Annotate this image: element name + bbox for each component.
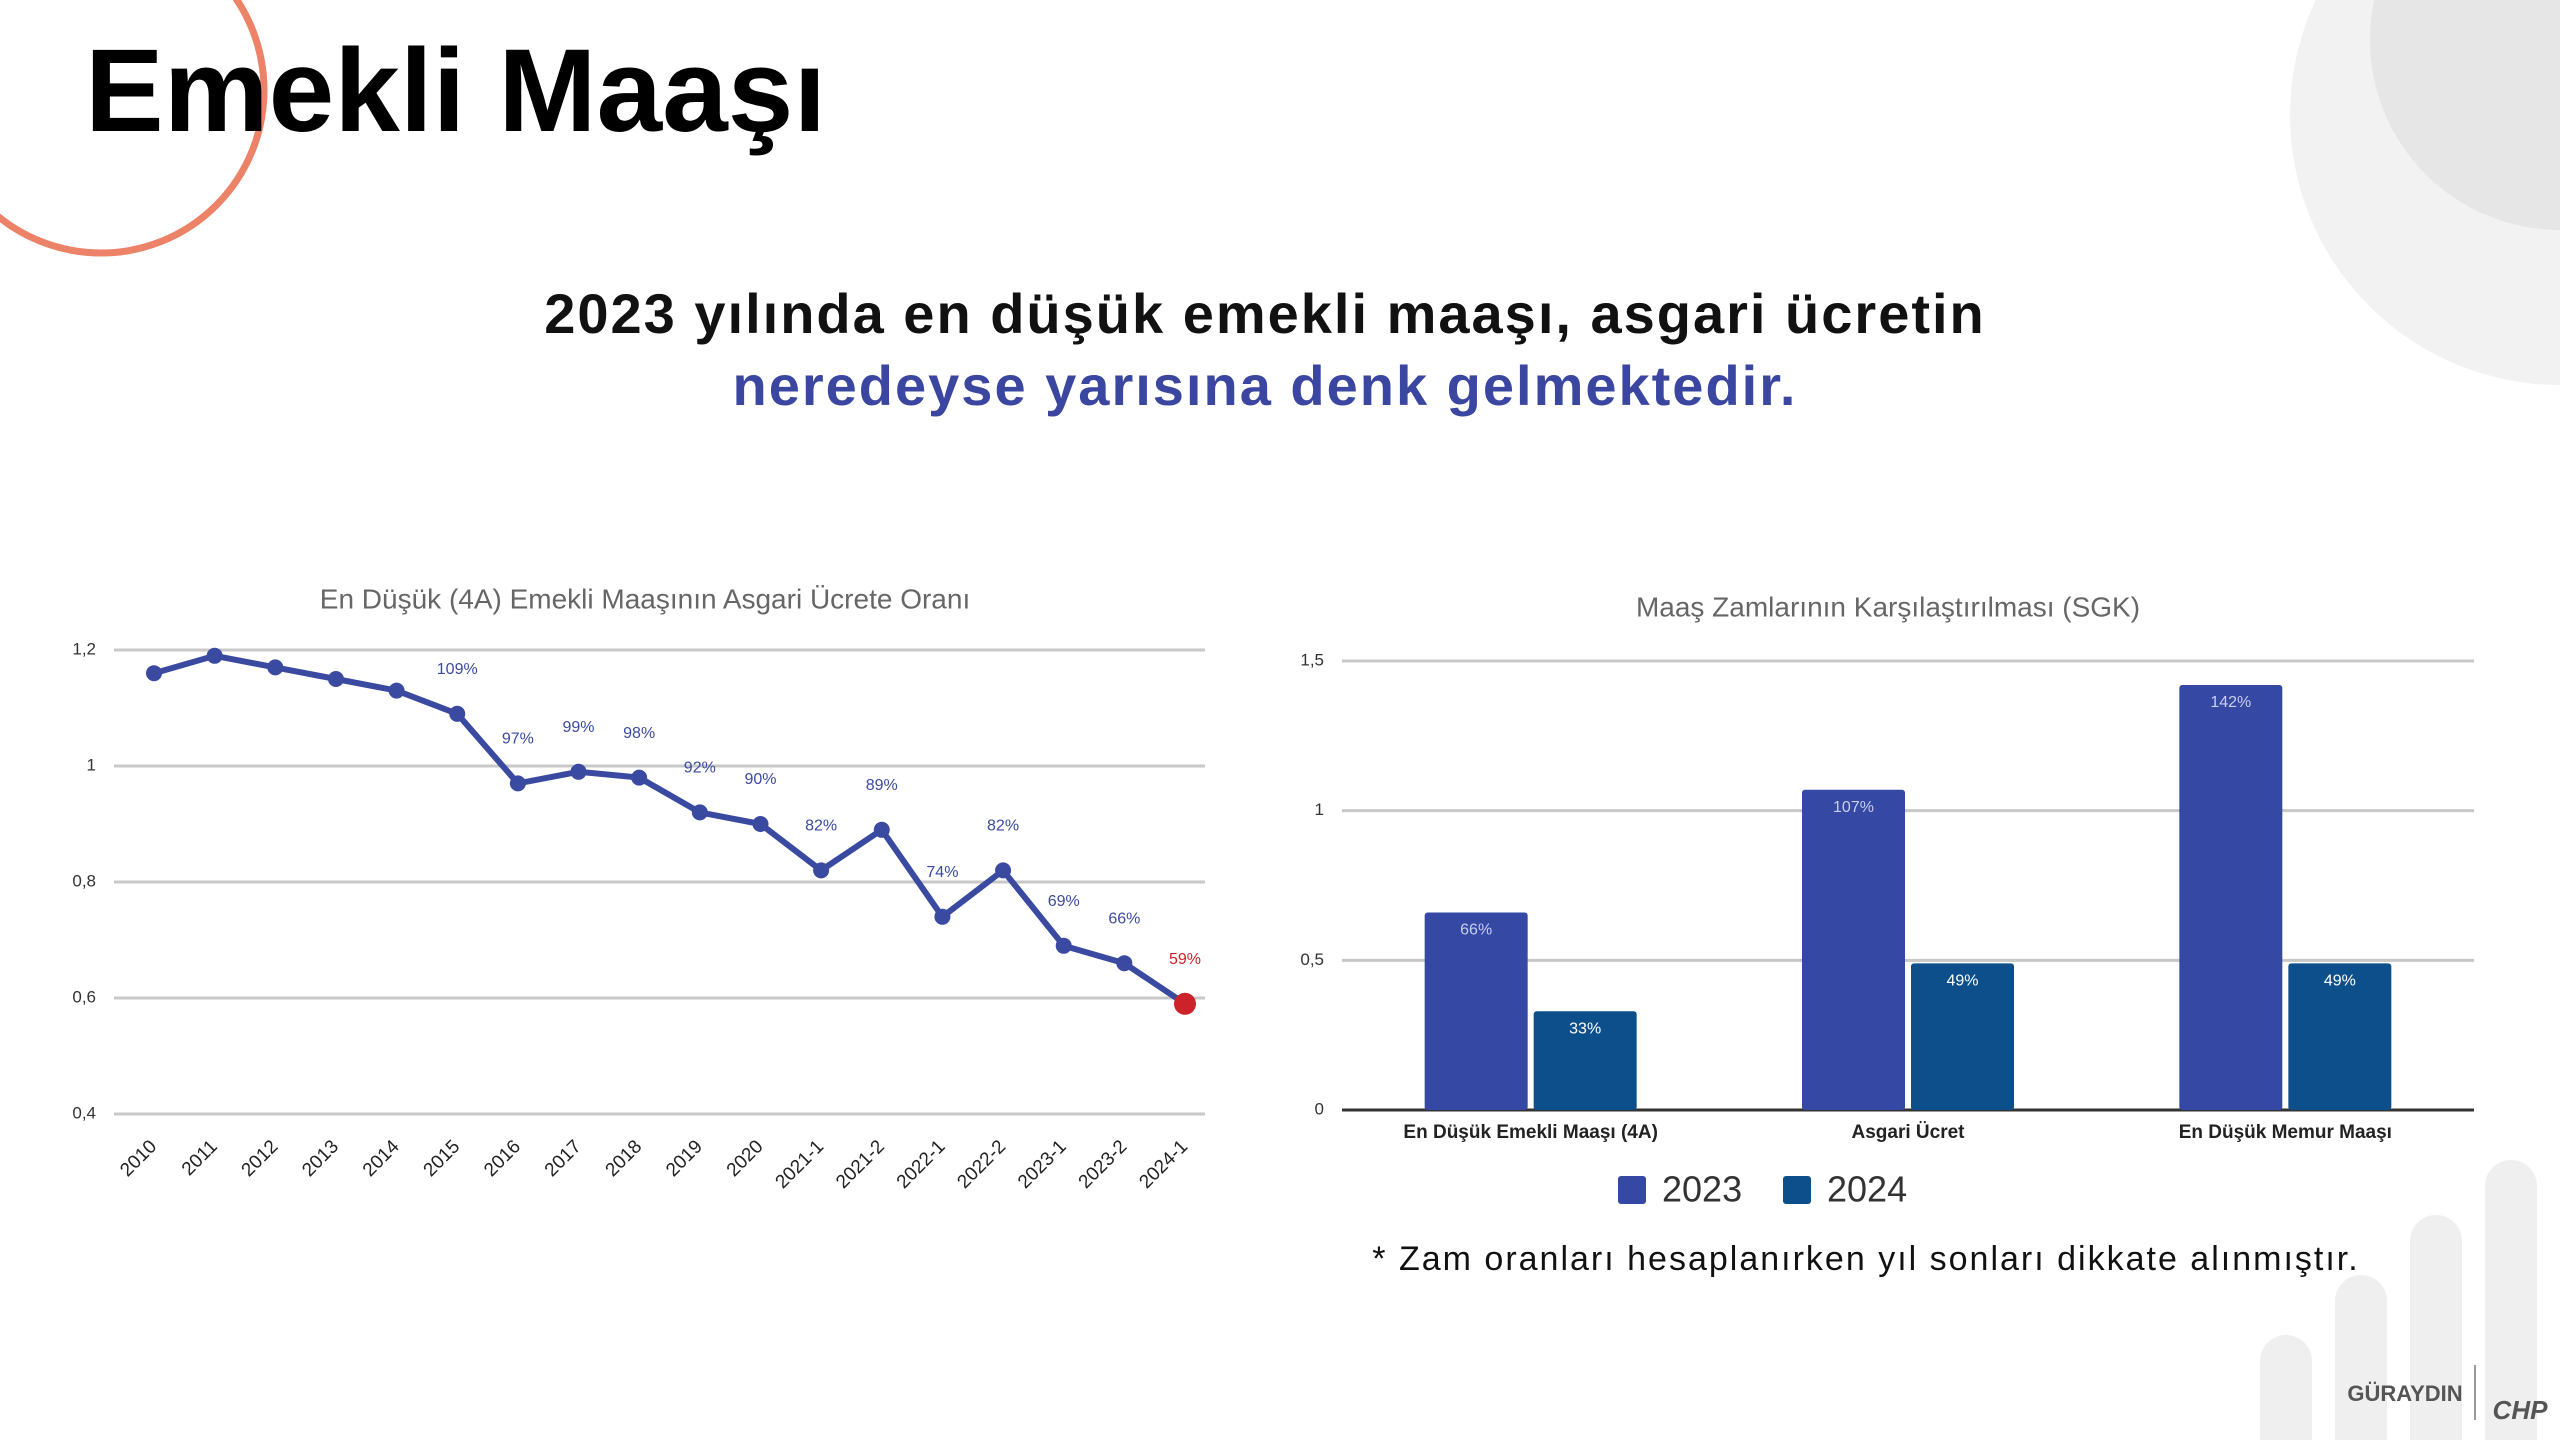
logo-text: CHP xyxy=(2493,1395,2549,1425)
x-tick-label: 2010 xyxy=(116,1136,161,1181)
y-tick-label: 1,2 xyxy=(72,639,96,658)
point xyxy=(206,647,223,664)
bar xyxy=(2179,684,2283,1110)
x-tick-label: 2021-2 xyxy=(832,1136,889,1193)
value-label: 66% xyxy=(1460,922,1492,939)
value-label: 92% xyxy=(684,760,716,777)
value-label: 74% xyxy=(926,864,958,881)
value-label: 66% xyxy=(1108,910,1140,927)
value-label: 69% xyxy=(1048,893,1080,910)
decor-circle xyxy=(2370,0,2560,230)
x-tick-label: 2015 xyxy=(420,1136,465,1181)
point xyxy=(1055,937,1072,954)
x-tick-label: 2024-1 xyxy=(1135,1136,1192,1193)
y-tick-label: 1 xyxy=(1315,800,1324,819)
y-tick-label: 0,8 xyxy=(72,871,96,890)
point xyxy=(449,705,466,722)
x-tick-label: 2020 xyxy=(723,1136,768,1181)
chart-title: Maaş Zamlarının Karşılaştırılması (SGK) xyxy=(1636,591,2140,622)
value-label: 49% xyxy=(2324,973,2356,990)
value-label: 90% xyxy=(744,771,776,788)
y-tick-label: 1 xyxy=(87,755,96,774)
x-tick-label: 2023-1 xyxy=(1014,1136,1071,1193)
point xyxy=(873,821,890,838)
value-label: 82% xyxy=(987,818,1019,835)
point xyxy=(1174,992,1196,1015)
page-title: Emekli Maaşı xyxy=(85,25,826,157)
point xyxy=(995,862,1012,879)
value-label: 142% xyxy=(2210,694,2251,711)
point xyxy=(1116,955,1133,972)
point xyxy=(327,671,344,687)
legend-label: 2024 xyxy=(1827,1169,1907,1210)
x-tick-label: 2017 xyxy=(541,1136,586,1181)
point xyxy=(388,682,405,699)
value-label: 98% xyxy=(623,725,655,742)
footnote: * Zam oranları hesaplanırken yıl sonları… xyxy=(1372,1240,2359,1278)
decor-bars xyxy=(2260,1160,2537,1440)
point xyxy=(570,763,587,780)
y-tick-label: 1,5 xyxy=(1300,650,1324,669)
headline: 2023 yılında en düşük emekli maaşı, asga… xyxy=(544,282,1986,345)
x-tick-label: En Düşük Memur Maaşı xyxy=(2179,1122,2392,1143)
value-label: 89% xyxy=(866,777,898,794)
x-tick-label: 2023-2 xyxy=(1075,1136,1132,1193)
legend-label: 2023 xyxy=(1662,1169,1742,1210)
decor-ring xyxy=(0,0,268,257)
x-tick-label: 2022-2 xyxy=(953,1136,1010,1193)
x-tick-label: 2013 xyxy=(298,1136,343,1181)
x-tick-label: Asgari Ücret xyxy=(1852,1122,1966,1143)
bar xyxy=(1802,789,1905,1110)
x-tick-label: 2016 xyxy=(480,1136,525,1181)
point xyxy=(813,862,830,879)
legend-swatch xyxy=(1618,1176,1646,1204)
y-tick-label: 0 xyxy=(1315,1099,1324,1118)
legend-swatch xyxy=(1783,1176,1811,1204)
logo-text: GÜRAYDIN xyxy=(2347,1381,2462,1406)
value-label: 109% xyxy=(437,661,478,678)
point xyxy=(509,775,526,792)
bar xyxy=(1424,912,1528,1110)
point xyxy=(146,665,162,682)
value-label: 99% xyxy=(563,719,595,736)
y-tick-label: 0,4 xyxy=(72,1103,96,1122)
value-label: 82% xyxy=(805,818,837,835)
value-label: 49% xyxy=(1946,973,1978,990)
chart-title: En Düşük (4A) Emekli Maaşının Asgari Ücr… xyxy=(320,583,970,614)
y-tick-label: 0,5 xyxy=(1300,950,1324,969)
point xyxy=(267,659,284,676)
bar xyxy=(1533,1011,1637,1110)
point xyxy=(934,908,951,925)
line xyxy=(153,652,1187,1007)
headline: neredeyse yarısına denk gelmektedir. xyxy=(733,354,1798,417)
x-tick-label: En Düşük Emekli Maaşı (4A) xyxy=(1403,1122,1657,1143)
point xyxy=(631,769,648,786)
x-tick-label: 2021-1 xyxy=(772,1136,829,1193)
value-label: 107% xyxy=(1833,799,1874,816)
bar xyxy=(1911,963,2014,1110)
point xyxy=(691,804,708,821)
x-tick-label: 2014 xyxy=(359,1136,404,1181)
x-tick-label: 2011 xyxy=(178,1136,222,1180)
value-label: 97% xyxy=(502,731,534,748)
x-tick-label: 2019 xyxy=(662,1136,707,1181)
value-label: 59% xyxy=(1169,951,1201,968)
x-tick-label: 2018 xyxy=(602,1136,647,1181)
bar xyxy=(2288,963,2392,1110)
point xyxy=(752,816,769,832)
x-tick-label: 2022-1 xyxy=(893,1136,950,1193)
value-label: 33% xyxy=(1569,1020,1601,1037)
y-tick-label: 0,6 xyxy=(72,987,96,1006)
x-tick-label: 2012 xyxy=(238,1136,283,1181)
